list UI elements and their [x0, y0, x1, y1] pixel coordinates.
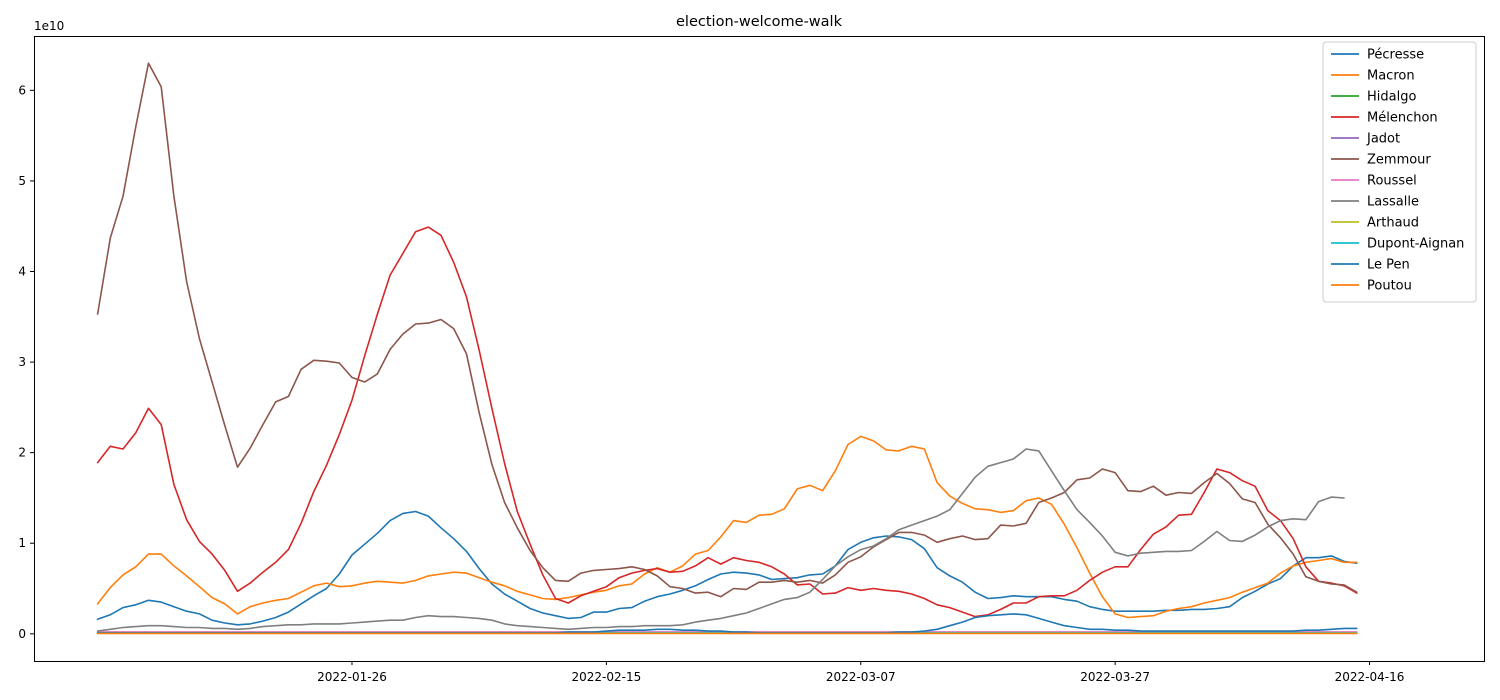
- series-lines: [96, 62, 1358, 635]
- legend-label: Macron: [1367, 69, 1415, 84]
- legend-label: Dupont-Aignan: [1367, 237, 1464, 252]
- y-tick-label: 2: [18, 446, 26, 460]
- plot-frame: [34, 36, 1485, 662]
- y-scale-label: 1e10: [34, 19, 64, 33]
- legend-label: Mélenchon: [1367, 111, 1438, 126]
- x-tick-label: 2022-02-15: [571, 670, 641, 684]
- y-tick-label: 3: [18, 355, 26, 369]
- legend-label: Le Pen: [1367, 258, 1410, 273]
- series-line-5: [96, 62, 1358, 598]
- y-tick-label: 0: [18, 627, 26, 641]
- legend-label: Poutou: [1367, 279, 1412, 294]
- legend-label: Arthaud: [1367, 216, 1419, 231]
- legend-label: Lassalle: [1367, 195, 1419, 210]
- y-tick-label: 1: [18, 536, 26, 550]
- y-tick-label: 4: [18, 265, 26, 279]
- x-tick-label: 2022-01-26: [317, 670, 387, 684]
- x-tick-label: 2022-04-16: [1335, 670, 1405, 684]
- legend: Pécresse Macron Hidalgo Mélenchon Jadot Zemmo…: [1322, 41, 1477, 303]
- chart-title: election-welcome-walk: [676, 14, 843, 30]
- series-line-1: [96, 435, 1358, 619]
- x-axis: 2022-01-26 2022-02-15 2022-03-07 2022-03-27…: [317, 661, 1404, 684]
- legend-label: Jadot: [1366, 132, 1400, 147]
- x-tick-label: 2022-03-27: [1080, 670, 1150, 684]
- x-tick-label: 2022-03-07: [826, 670, 896, 684]
- y-tick-label: 5: [18, 174, 26, 188]
- y-axis: 0 1 2 3 4 5 6: [18, 83, 34, 641]
- legend-box: [1322, 41, 1477, 303]
- legend-label: Zemmour: [1367, 153, 1431, 168]
- series-line-3: [96, 226, 1358, 618]
- legend-label: Roussel: [1367, 174, 1417, 189]
- series-line-0: [96, 510, 1358, 626]
- series-line-7: [96, 448, 1345, 632]
- legend-label: Hidalgo: [1367, 90, 1416, 105]
- legend-label: Pécresse: [1367, 48, 1424, 63]
- y-tick-label: 6: [18, 83, 26, 97]
